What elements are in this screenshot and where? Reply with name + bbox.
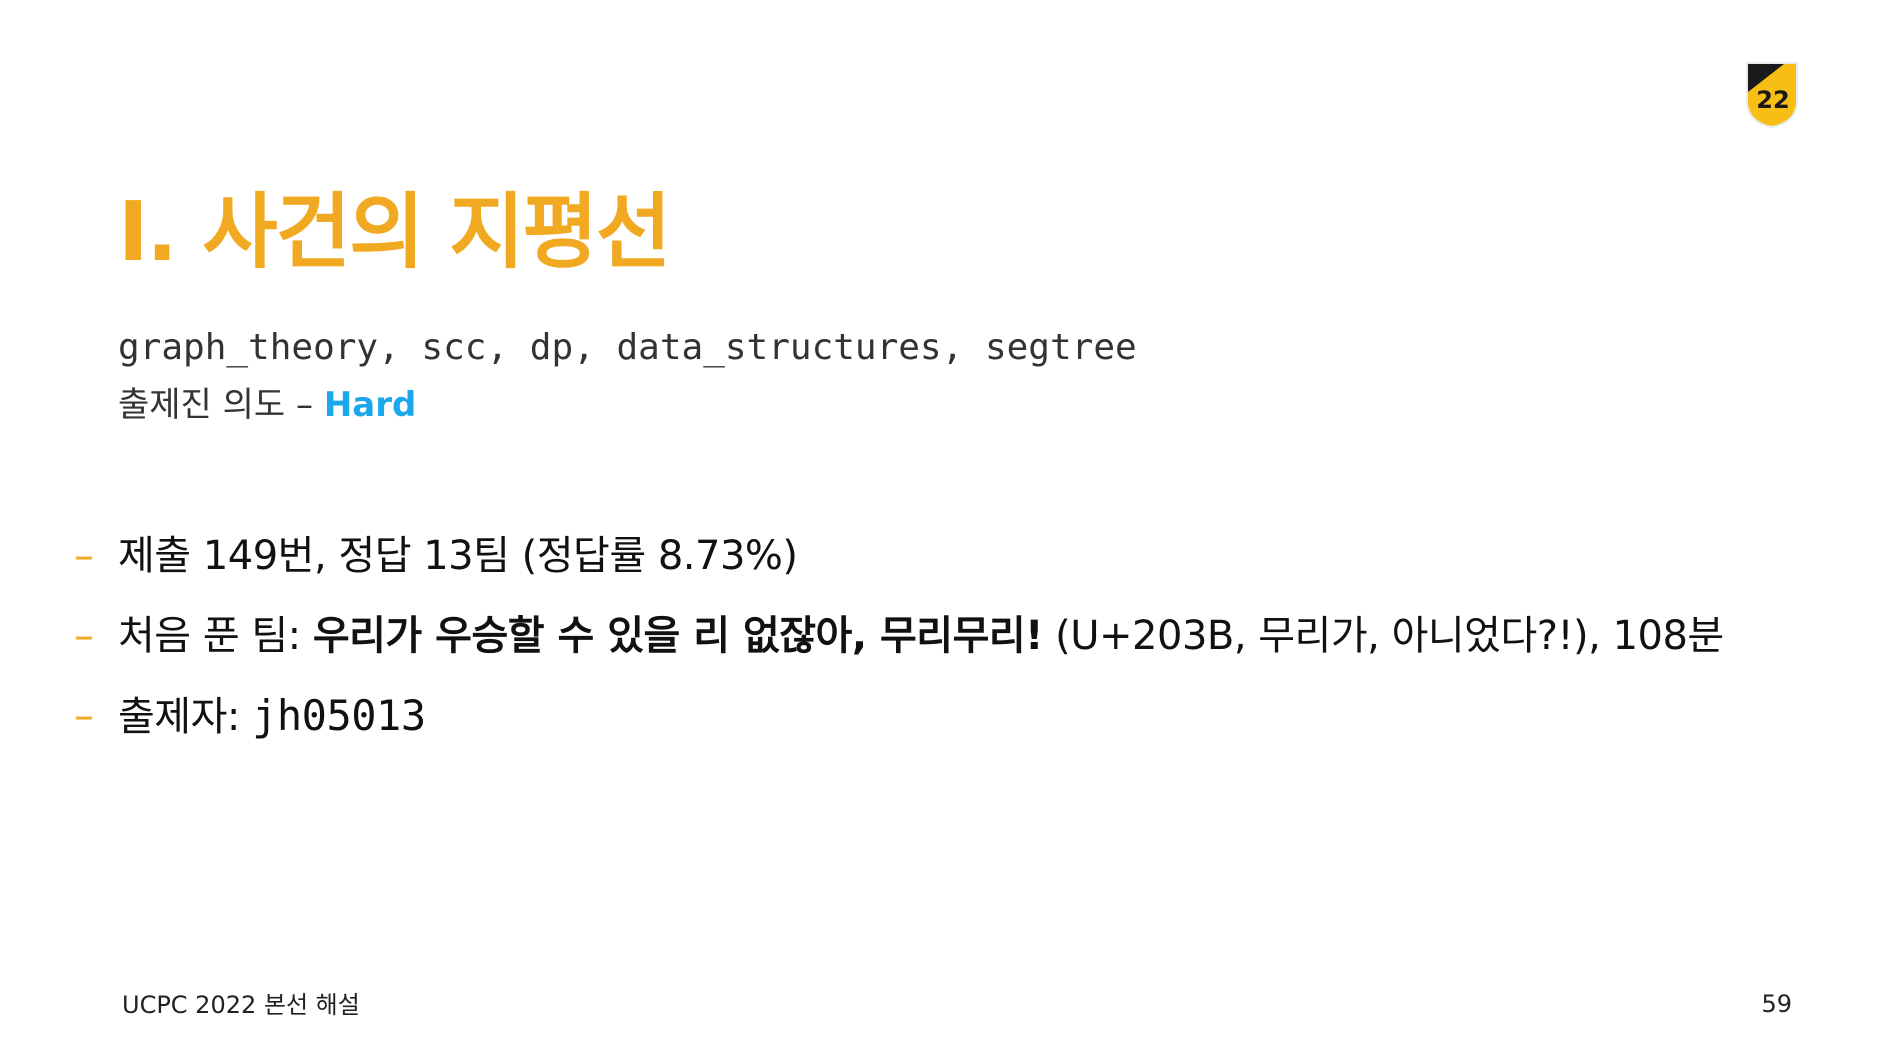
problem-tags: graph_theory, scc, dp, data_structures, … <box>118 327 1137 368</box>
page-number: 59 <box>1761 990 1792 1018</box>
bullet-dash: – <box>74 533 94 579</box>
first-solve-label: 처음 푼 팀: <box>118 613 301 659</box>
first-solve-detail: (U+203B, 무리가, 아니었다?!), 108분 <box>1055 613 1724 659</box>
list-item-author: – 출제자: jh05013 <box>74 688 1724 768</box>
slide-title: I. 사건의 지평선 <box>118 185 671 280</box>
intent-level: Hard <box>323 385 417 425</box>
list-item-submissions: – 제출 149번, 정답 13팀 (정답률 8.73%) <box>74 528 1724 608</box>
ucpc-22-shield-icon: 22 <box>1746 62 1798 128</box>
first-solve-team: 우리가 우승할 수 있을 리 없잖아, 무리무리! <box>312 613 1044 659</box>
bullet-dash: – <box>74 693 94 739</box>
logo-text: 22 <box>1756 86 1789 114</box>
author-label: 출제자: <box>118 694 240 740</box>
difficulty-intent: 출제진 의도 – Hard <box>118 388 416 422</box>
footer-caption: UCPC 2022 본선 해설 <box>122 991 360 1019</box>
author-handle: jh05013 <box>252 691 426 740</box>
stats-list: – 제출 149번, 정답 13팀 (정답률 8.73%) – 처음 푼 팀: … <box>74 528 1724 768</box>
submission-stats: 제출 149번, 정답 13팀 (정답률 8.73%) <box>118 533 798 579</box>
list-item-first-solve: – 처음 푼 팀: 우리가 우승할 수 있을 리 없잖아, 무리무리! (U+2… <box>74 608 1724 688</box>
intent-label: 출제진 의도 – <box>118 385 314 425</box>
bullet-dash: – <box>74 613 94 659</box>
